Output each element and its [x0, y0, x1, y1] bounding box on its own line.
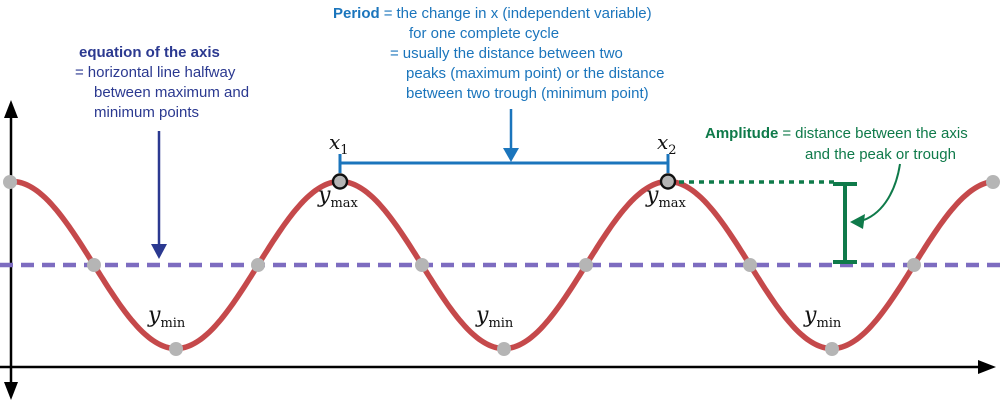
curve-point-dot — [579, 258, 593, 272]
y-axis-down-arrowhead-icon — [4, 382, 18, 400]
curve-point-dot — [497, 342, 511, 356]
curve-point-dot — [986, 175, 1000, 189]
amplitude-line-2: and the peak or trough — [805, 146, 956, 163]
ymax-label-1: ymax — [318, 183, 358, 211]
peak-marker-dot — [331, 173, 349, 190]
ymin-base: y — [804, 303, 817, 328]
ymin-subscript: min — [816, 316, 842, 331]
ymin-subscript: min — [160, 316, 186, 331]
period-annotation: Period = the change in x (independent vari… — [333, 4, 733, 104]
ymax-subscript: max — [658, 196, 686, 211]
curve-point-dot — [743, 258, 757, 272]
x1-base: x — [329, 130, 341, 154]
curve-point-dot — [169, 342, 183, 356]
amplitude-bar — [833, 182, 857, 264]
period-line-3-text: usually the distance between two — [402, 45, 623, 62]
ymax-label-2: ymax — [646, 183, 686, 211]
equals-sign: = — [75, 64, 84, 81]
amplitude-pointer-arrowhead-icon — [850, 214, 865, 229]
ymin-label-2: ymin — [476, 303, 514, 331]
curve-point-dot — [415, 258, 429, 272]
equals-sign: = — [390, 45, 399, 62]
peak-marker-dot — [659, 173, 677, 190]
ymin-label-1: ymin — [148, 303, 186, 331]
axis-equation-line-3: minimum points — [94, 104, 200, 121]
x1-label: x1 — [329, 131, 349, 157]
axis-equation-pointer-arrowhead-icon — [151, 244, 167, 259]
amplitude-term: Amplitude — [705, 125, 779, 142]
period-line-3: = usually the distance between two — [333, 44, 733, 64]
x2-label: x2 — [657, 131, 677, 157]
ymax-subscript: max — [330, 196, 358, 211]
period-pointer-arrowhead-icon — [503, 148, 519, 162]
ymax-base: y — [646, 183, 659, 208]
curve-point-dot — [825, 342, 839, 356]
x-axis-arrowhead-icon — [978, 360, 996, 374]
curve-dots — [3, 175, 1000, 356]
equals-sign: = — [383, 5, 393, 22]
curve-point-dot — [87, 258, 101, 272]
x1-subscript: 1 — [340, 143, 349, 158]
y-axis-up-arrowhead-icon — [4, 100, 18, 118]
amplitude-line-1-text: distance between the axis — [795, 125, 968, 142]
period-line-2: for one complete cycle — [409, 25, 560, 42]
amplitude-pointer-curve — [863, 163, 901, 221]
curve-point-dot — [251, 258, 265, 272]
equals-sign: = — [782, 125, 792, 142]
period-line-4: peaks (maximum point) or the distance — [406, 65, 665, 82]
ymin-base: y — [148, 303, 161, 328]
x2-subscript: 2 — [668, 143, 677, 158]
period-bracket — [338, 154, 670, 173]
ymin-base: y — [476, 303, 489, 328]
period-line-1: Period = the change in x (independent vari… — [333, 4, 733, 24]
ymin-subscript: min — [488, 316, 514, 331]
x2-base: x — [657, 130, 669, 154]
period-term: Period — [333, 5, 380, 22]
period-line-5: between two trough (minimum point) — [406, 85, 649, 102]
axis-equation-annotation: equation of the axis = horizontal line ha… — [75, 43, 305, 123]
amplitude-line-1: Amplitude = distance between the axis — [705, 123, 995, 144]
axis-equation-line-1-text: horizontal line halfway — [87, 64, 236, 81]
axis-equation-term: equation of the axis — [79, 44, 220, 61]
ymax-base: y — [318, 183, 331, 208]
period-line-1-text: the change in x (independent variable) — [396, 5, 652, 22]
amplitude-annotation: Amplitude = distance between the axis and … — [705, 123, 995, 165]
curve-point-dot — [907, 258, 921, 272]
ymin-label-3: ymin — [804, 303, 842, 331]
peak-markers — [331, 173, 677, 190]
curve-point-dot — [3, 175, 17, 189]
axis-equation-line-1: = horizontal line halfway — [75, 63, 305, 83]
axis-equation-line-2: between maximum and — [94, 84, 250, 101]
